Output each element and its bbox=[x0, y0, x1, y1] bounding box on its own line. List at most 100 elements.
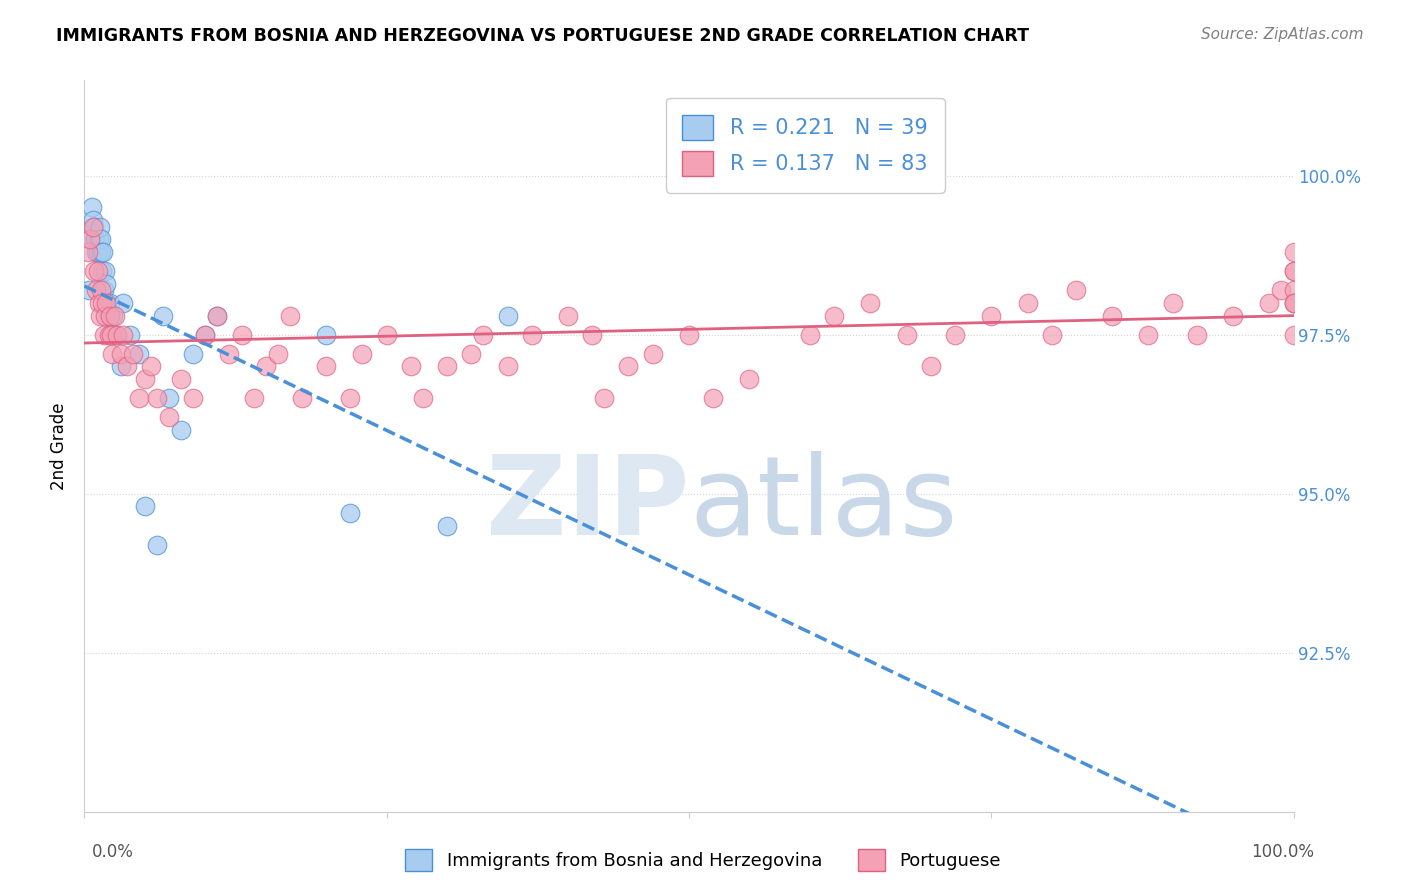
Point bbox=[352, 347, 374, 361]
Point bbox=[496, 309, 519, 323]
Point bbox=[231, 327, 253, 342]
Point bbox=[1282, 283, 1305, 297]
Point bbox=[1185, 327, 1208, 342]
Point bbox=[170, 423, 193, 437]
Point bbox=[100, 327, 122, 342]
Point bbox=[128, 392, 150, 406]
Point bbox=[100, 327, 122, 342]
Y-axis label: 2nd Grade: 2nd Grade bbox=[51, 402, 69, 490]
Point bbox=[80, 201, 103, 215]
Point bbox=[104, 309, 127, 323]
Point bbox=[436, 518, 458, 533]
Point bbox=[79, 232, 101, 246]
Point bbox=[90, 283, 112, 297]
Point bbox=[115, 359, 138, 374]
Point bbox=[920, 359, 942, 374]
Point bbox=[218, 347, 240, 361]
Point bbox=[315, 359, 337, 374]
Point bbox=[278, 309, 301, 323]
Point bbox=[121, 347, 143, 361]
Point bbox=[93, 283, 115, 297]
Point bbox=[980, 309, 1002, 323]
Point bbox=[104, 327, 127, 342]
Point bbox=[315, 327, 337, 342]
Point bbox=[207, 309, 229, 323]
Point bbox=[96, 296, 118, 310]
Point bbox=[1282, 327, 1305, 342]
Point bbox=[1137, 327, 1160, 342]
Point bbox=[79, 232, 101, 246]
Point bbox=[94, 296, 117, 310]
Point bbox=[77, 245, 100, 260]
Point bbox=[98, 309, 121, 323]
Point bbox=[134, 500, 156, 514]
Point bbox=[1282, 245, 1305, 260]
Point bbox=[1270, 283, 1292, 297]
Point bbox=[859, 296, 882, 310]
Point bbox=[1101, 309, 1123, 323]
Point bbox=[375, 327, 398, 342]
Text: Source: ZipAtlas.com: Source: ZipAtlas.com bbox=[1201, 27, 1364, 42]
Text: ZIP: ZIP bbox=[485, 451, 689, 558]
Point bbox=[91, 296, 114, 310]
Point bbox=[181, 347, 204, 361]
Point bbox=[94, 309, 117, 323]
Point bbox=[128, 347, 150, 361]
Point bbox=[98, 296, 121, 310]
Point bbox=[90, 232, 112, 246]
Point bbox=[641, 347, 664, 361]
Point bbox=[194, 327, 217, 342]
Point bbox=[146, 538, 169, 552]
Point bbox=[146, 392, 169, 406]
Point bbox=[84, 232, 107, 246]
Point bbox=[89, 309, 111, 323]
Point bbox=[97, 309, 120, 323]
Point bbox=[86, 245, 108, 260]
Point bbox=[581, 327, 603, 342]
Point bbox=[152, 309, 174, 323]
Point bbox=[823, 309, 845, 323]
Point bbox=[339, 506, 361, 520]
Point bbox=[1282, 296, 1305, 310]
Point bbox=[799, 327, 821, 342]
Point bbox=[702, 392, 724, 406]
Point bbox=[412, 392, 434, 406]
Point bbox=[94, 264, 117, 278]
Point bbox=[157, 410, 180, 425]
Point bbox=[678, 327, 700, 342]
Legend: R = 0.221   N = 39, R = 0.137   N = 83: R = 0.221 N = 39, R = 0.137 N = 83 bbox=[665, 98, 945, 193]
Point bbox=[120, 327, 142, 342]
Point bbox=[520, 327, 543, 342]
Point bbox=[1258, 296, 1281, 310]
Point bbox=[1017, 296, 1039, 310]
Point bbox=[86, 283, 108, 297]
Point bbox=[896, 327, 918, 342]
Point bbox=[1064, 283, 1087, 297]
Point bbox=[617, 359, 640, 374]
Text: IMMIGRANTS FROM BOSNIA AND HERZEGOVINA VS PORTUGUESE 2ND GRADE CORRELATION CHART: IMMIGRANTS FROM BOSNIA AND HERZEGOVINA V… bbox=[56, 27, 1029, 45]
Point bbox=[90, 245, 112, 260]
Point bbox=[267, 347, 290, 361]
Point bbox=[1282, 264, 1305, 278]
Point bbox=[86, 264, 108, 278]
Point bbox=[103, 309, 125, 323]
Point bbox=[110, 359, 132, 374]
Point bbox=[436, 359, 458, 374]
Point bbox=[83, 264, 105, 278]
Point bbox=[134, 372, 156, 386]
Point bbox=[1282, 296, 1305, 310]
Point bbox=[170, 372, 193, 386]
Point bbox=[105, 327, 128, 342]
Point bbox=[112, 296, 135, 310]
Point bbox=[139, 359, 162, 374]
Point bbox=[112, 327, 135, 342]
Point bbox=[181, 392, 204, 406]
Point bbox=[242, 392, 264, 406]
Text: atlas: atlas bbox=[689, 451, 957, 558]
Point bbox=[82, 213, 104, 227]
Point bbox=[83, 219, 105, 234]
Point bbox=[738, 372, 761, 386]
Point bbox=[89, 219, 111, 234]
Point bbox=[496, 359, 519, 374]
Point bbox=[194, 327, 217, 342]
